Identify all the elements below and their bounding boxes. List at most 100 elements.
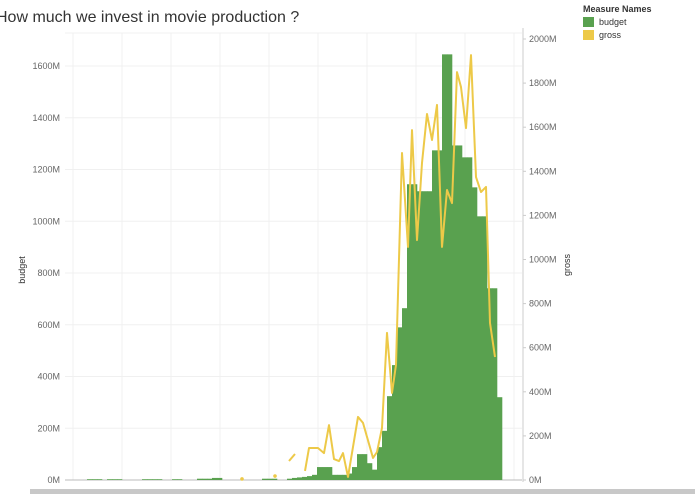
legend-label-budget: budget [599, 17, 627, 27]
budget-bar[interactable] [367, 463, 373, 480]
budget-bar[interactable] [322, 467, 328, 480]
budget-bar[interactable] [142, 479, 148, 480]
budget-bar[interactable] [437, 150, 443, 481]
budget-bar[interactable] [487, 288, 493, 480]
budget-bar[interactable] [457, 145, 463, 480]
left-tick-label: 800M [37, 268, 60, 278]
budget-bar[interactable] [157, 479, 163, 480]
budget-bar[interactable] [297, 477, 303, 480]
budget-bar[interactable] [492, 288, 498, 480]
budget-bar[interactable] [177, 479, 183, 480]
budget-bar[interactable] [317, 467, 323, 480]
budget-bar[interactable] [112, 479, 118, 480]
budget-bar[interactable] [357, 454, 363, 480]
budget-bar[interactable] [337, 474, 343, 480]
left-axis-label: budget [17, 256, 27, 284]
right-tick-label: 200M [529, 431, 552, 441]
budget-bar[interactable] [97, 479, 103, 480]
budget-bar[interactable] [202, 478, 208, 480]
budget-bar[interactable] [362, 454, 368, 480]
budget-bar[interactable] [382, 430, 388, 480]
budget-bar[interactable] [302, 476, 308, 480]
budget-bar[interactable] [387, 396, 393, 480]
left-tick-label: 1600M [32, 61, 60, 71]
left-tick-label: 1400M [32, 113, 60, 123]
budget-bar[interactable] [312, 474, 318, 480]
budget-bar[interactable] [497, 397, 503, 480]
gross-point[interactable] [240, 477, 244, 481]
budget-bar[interactable] [422, 191, 428, 481]
budget-bar[interactable] [327, 467, 333, 480]
budget-bar[interactable] [267, 478, 273, 480]
budget-bar[interactable] [417, 191, 423, 481]
budget-bar[interactable] [432, 150, 438, 481]
budget-bar[interactable] [347, 473, 353, 480]
left-tick-label: 200M [37, 423, 60, 433]
legend: Measure Names budget gross [583, 4, 652, 43]
budget-bar[interactable] [462, 157, 468, 480]
gross-line-segment[interactable] [304, 54, 496, 478]
right-tick-label: 800M [529, 299, 552, 309]
gross-line-segment[interactable] [288, 453, 296, 462]
legend-title: Measure Names [583, 4, 652, 14]
chart-title: How much we invest in movie production ? [0, 9, 300, 26]
right-tick-label: 1200M [529, 210, 557, 220]
budget-bar[interactable] [427, 191, 433, 481]
budget-bar[interactable] [197, 478, 203, 480]
budget-bar[interactable] [452, 145, 458, 480]
budget-bar[interactable] [397, 327, 403, 480]
budget-bar[interactable] [482, 216, 488, 481]
right-axis-ticks: 0M 200M 400M 600M 800M 1000M 1200M 1400M 1600M 18… [523, 34, 557, 485]
budget-bar[interactable] [272, 478, 278, 480]
gross-point[interactable] [273, 474, 277, 478]
legend-swatch-gross [583, 30, 594, 40]
right-tick-label: 1600M [529, 122, 557, 132]
legend-item-budget[interactable]: budget [583, 17, 652, 27]
horizontal-scrollbar[interactable] [30, 489, 695, 494]
left-tick-label: 0M [47, 475, 60, 485]
budget-bar[interactable] [87, 479, 93, 480]
gross-line [240, 54, 496, 481]
budget-bar[interactable] [467, 157, 473, 480]
budget-bar[interactable] [172, 479, 178, 480]
budget-bar[interactable] [392, 365, 398, 480]
budget-bar[interactable] [287, 478, 293, 480]
budget-bar[interactable] [117, 479, 123, 480]
budget-bar[interactable] [402, 308, 408, 480]
right-tick-label: 400M [529, 387, 552, 397]
budget-bar[interactable] [477, 216, 483, 481]
budget-bar[interactable] [447, 54, 453, 480]
right-tick-label: 0M [529, 475, 542, 485]
left-tick-label: 1200M [32, 165, 60, 175]
budget-bar[interactable] [472, 187, 478, 480]
budget-bar[interactable] [377, 447, 383, 480]
budget-bar[interactable] [262, 478, 268, 480]
budget-bar[interactable] [407, 184, 413, 480]
budget-bar[interactable] [207, 478, 213, 480]
budget-bars [87, 54, 503, 481]
budget-bar[interactable] [212, 477, 218, 480]
budget-bar[interactable] [412, 184, 418, 480]
budget-bar[interactable] [107, 479, 113, 480]
budget-bar[interactable] [352, 467, 358, 480]
budget-bar[interactable] [92, 479, 98, 480]
budget-bar[interactable] [442, 54, 448, 480]
budget-bar[interactable] [152, 479, 158, 480]
right-axis-label: gross [562, 254, 572, 277]
budget-bar[interactable] [307, 476, 313, 480]
legend-item-gross[interactable]: gross [583, 30, 652, 40]
right-tick-label: 1000M [529, 255, 557, 265]
budget-bar[interactable] [332, 474, 338, 480]
right-tick-label: 1400M [529, 166, 557, 176]
budget-bar[interactable] [217, 477, 223, 480]
left-tick-label: 400M [37, 372, 60, 382]
budget-bar[interactable] [372, 469, 378, 480]
right-tick-label: 1800M [529, 78, 557, 88]
budget-bar[interactable] [342, 474, 348, 480]
left-tick-label: 1000M [32, 216, 60, 226]
budget-bar[interactable] [292, 477, 298, 480]
budget-bar[interactable] [147, 479, 153, 480]
legend-swatch-budget [583, 17, 594, 27]
right-tick-label: 600M [529, 343, 552, 353]
